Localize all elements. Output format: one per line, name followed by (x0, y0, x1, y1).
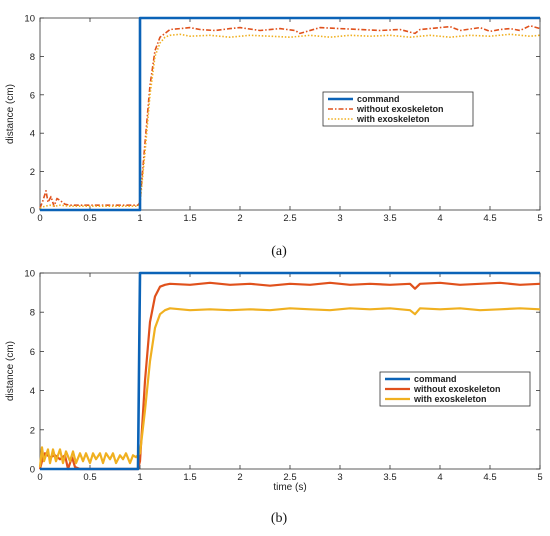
x-tick-label: 4 (437, 472, 442, 483)
y-axis-title: distance (cm) (5, 84, 16, 144)
y-tick-label: 8 (30, 52, 35, 63)
x-tick-label: 4.5 (483, 472, 496, 483)
y-tick-label: 4 (30, 129, 35, 140)
x-tick-label: 4.5 (483, 213, 496, 224)
x-tick-label: 1.5 (183, 472, 196, 483)
y-tick-label: 0 (30, 465, 35, 476)
x-tick-label: 1.5 (183, 213, 196, 224)
series-line-without-exoskeleton (38, 281, 541, 471)
series-line-without-exoskeleton (39, 24, 541, 209)
y-tick-label: 6 (30, 90, 35, 101)
x-tick-label: 2 (237, 213, 242, 224)
y-tick-label: 4 (30, 386, 35, 397)
y-tick-label: 6 (30, 347, 35, 358)
chart-b: 0 0.5 1 1.5 2 2.5 3 3.5 4 4.5 5 0 2 4 6 8 10 distance (cm… (5, 269, 543, 494)
x-tick-label: 0 (37, 472, 42, 483)
legend-label-command: command (414, 374, 457, 384)
plot-area-frame (39, 272, 541, 470)
legend-label-command: command (357, 94, 400, 104)
x-tick-label: 2 (237, 472, 242, 483)
y-tick-label: 8 (30, 308, 35, 319)
x-tick-label: 1 (137, 213, 142, 224)
y-tick-label: 0 (30, 206, 35, 217)
chart-a: 0 0.5 1 1.5 2 2.5 3 3.5 4 4.5 5 0 2 4 6 8 10 distance (cm… (5, 14, 543, 225)
caption-b: (b) (271, 511, 288, 526)
y-tick-label: 10 (24, 14, 35, 25)
y-tick-label: 10 (24, 269, 35, 280)
series-line-with-exoskeleton (38, 307, 541, 468)
x-tick-label: 4 (437, 213, 442, 224)
x-tick-label: 0.5 (83, 213, 96, 224)
caption-a: (a) (271, 244, 287, 259)
y-tick-label: 2 (30, 425, 35, 436)
x-tick-label: 3.5 (383, 213, 396, 224)
legend-label-with-exoskeleton: with exoskeleton (356, 114, 430, 124)
series-line-command (40, 271, 540, 471)
x-tick-label: 3.5 (383, 472, 396, 483)
x-tick-label: 5 (537, 213, 542, 224)
legend-label-with-exoskeleton: with exoskeleton (413, 394, 487, 404)
series-line-with-exoskeleton (39, 33, 541, 209)
series-line-command (40, 16, 540, 212)
y-axis-title: distance (cm) (5, 341, 16, 401)
x-tick-label: 2.5 (283, 472, 296, 483)
x-tick-label: 2.5 (283, 213, 296, 224)
x-tick-label: 1 (137, 472, 142, 483)
legend-label-without-exoskeleton: without exoskeleton (413, 384, 501, 394)
legend-box (322, 91, 474, 127)
x-axis-title: time (s) (273, 482, 306, 493)
x-tick-label: 3 (337, 472, 342, 483)
x-tick-label: 3 (337, 213, 342, 224)
x-tick-label: 5 (537, 472, 542, 483)
legend-label-without-exoskeleton: without exoskeleton (356, 104, 444, 114)
x-tick-label: 0 (37, 213, 42, 224)
x-tick-label: 0.5 (83, 472, 96, 483)
y-tick-label: 2 (30, 167, 35, 178)
